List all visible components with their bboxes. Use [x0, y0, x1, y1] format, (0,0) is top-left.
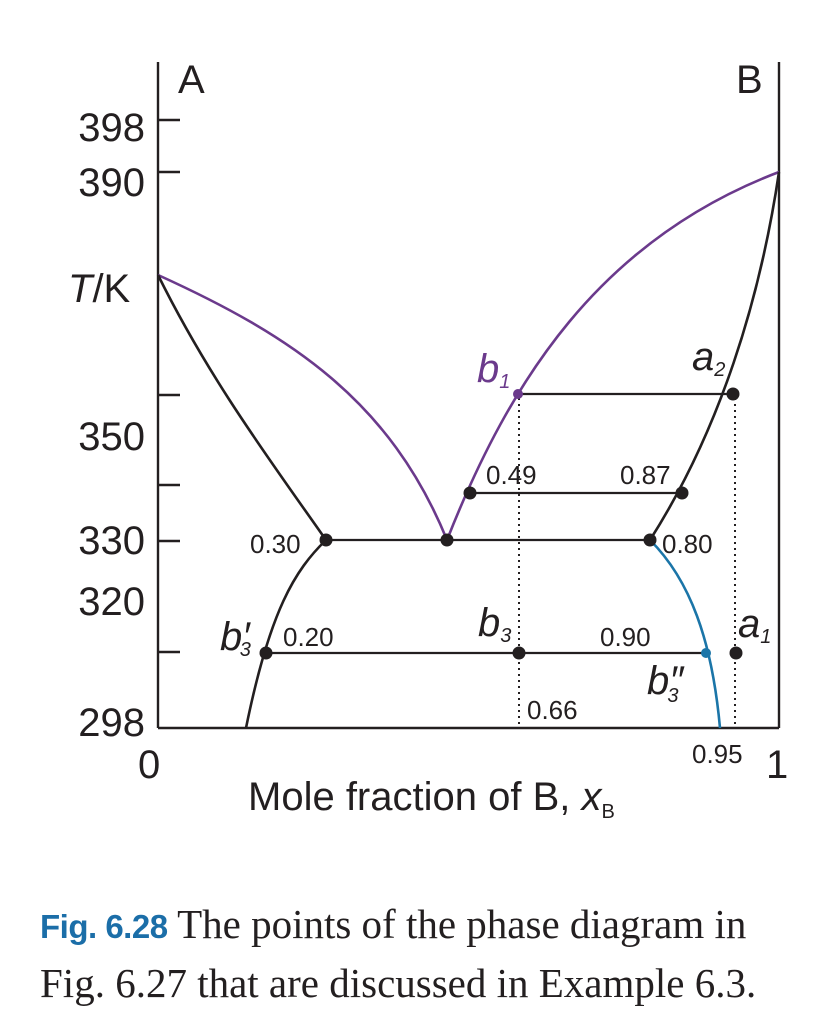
point-049 [463, 486, 477, 500]
caption-text: The points of the phase diagram in Fig. … [40, 901, 757, 1006]
y-tick-398: 398 [78, 106, 145, 150]
point-a2 [726, 387, 740, 401]
phase-diagram: 398 390 350 330 320 298 T/K A B 0 1 Mole… [68, 58, 788, 823]
point-b1 [513, 389, 523, 399]
point-087 [675, 486, 689, 500]
right-solvus-curve [649, 539, 722, 729]
caption-label: Fig. 6.28 [40, 908, 168, 945]
label-a1: a1 [738, 602, 771, 648]
x-axis-title-var: x [579, 775, 603, 819]
value-030: 0.30 [250, 529, 301, 559]
left-solvus-curve [244, 539, 327, 729]
value-066: 0.66 [527, 695, 578, 725]
x-max-label: 1 [766, 743, 788, 787]
y-tick-390: 390 [78, 161, 145, 205]
point-080 [643, 533, 657, 547]
label-b3-double-prime: b″3 [647, 659, 685, 707]
left-solidus-curve [156, 274, 328, 541]
y-axis-var: T [68, 267, 95, 311]
y-axis-title: T/K [68, 267, 131, 311]
y-tick-298: 298 [78, 701, 145, 745]
y-tick-330: 330 [78, 519, 145, 563]
value-087: 0.87 [620, 460, 671, 490]
y-tick-320: 320 [78, 580, 145, 624]
value-090: 0.90 [600, 622, 651, 652]
label-b3: b3 [478, 601, 511, 647]
x-axis-title-text: Mole fraction of B, [248, 775, 581, 819]
point-b3-double-prime [701, 648, 711, 658]
figure-caption: Fig. 6.28 The points of the phase diagra… [40, 896, 810, 1012]
x-min-label: 0 [138, 743, 160, 787]
point-030 [319, 533, 333, 547]
y-tick-350: 350 [78, 415, 145, 459]
right-liquidus-curve [445, 170, 780, 541]
point-b3 [512, 646, 526, 660]
y-axis-unit: /K [92, 267, 130, 311]
label-b3-prime: b′3 [220, 615, 251, 661]
point-a1 [729, 646, 743, 660]
value-049: 0.49 [486, 460, 537, 490]
value-020: 0.20 [283, 622, 334, 652]
value-080: 0.80 [662, 529, 713, 559]
label-a2: a2 [692, 335, 725, 381]
component-a-label: A [178, 58, 205, 102]
value-095: 0.95 [692, 739, 743, 769]
left-liquidus-curve [157, 273, 449, 541]
point-b3-prime [259, 646, 273, 660]
x-axis-title-sub: B [601, 801, 614, 823]
point-eutectic [440, 533, 454, 547]
x-axis-title: Mole fraction of B, xB [248, 775, 615, 823]
label-b1: b1 [477, 347, 510, 393]
component-b-label: B [736, 58, 763, 102]
